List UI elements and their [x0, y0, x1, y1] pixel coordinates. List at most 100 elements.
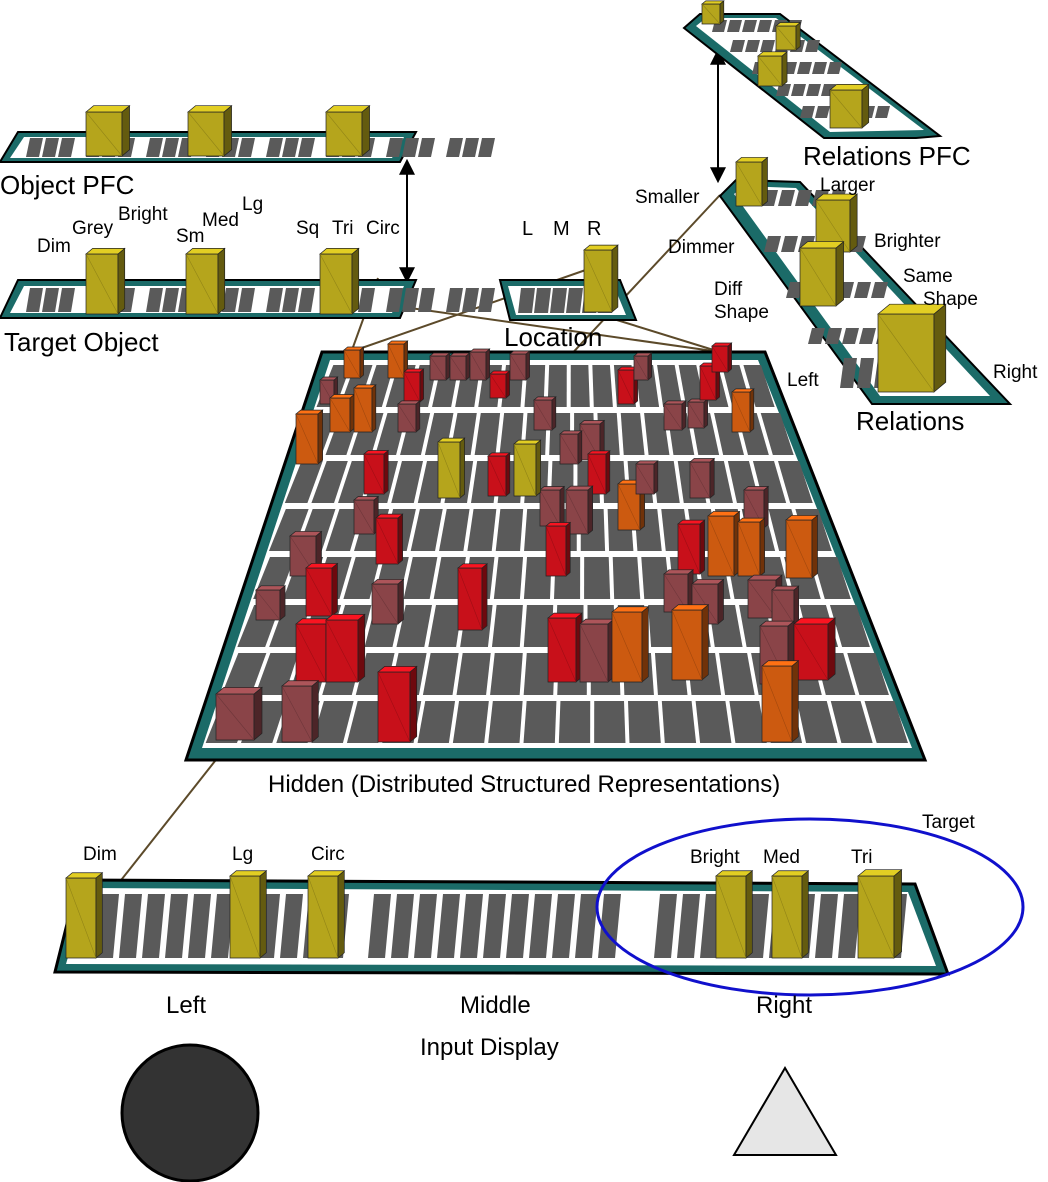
hidden-unit-top [363, 450, 390, 455]
hidden-cell [428, 605, 463, 647]
hidden-unit-edge [377, 671, 411, 743]
hidden-unit-top [711, 342, 733, 347]
input-circ-label: Circ [311, 844, 345, 865]
hidden-unit-top [375, 513, 404, 519]
hidden-unit [559, 430, 583, 465]
hidden-unit-edge [691, 583, 719, 625]
hidden-unit-edge [281, 685, 313, 743]
hidden-unit [579, 618, 615, 683]
hidden-unit-top [305, 563, 339, 569]
m-unit-label: M [553, 218, 570, 240]
hidden-cell [695, 701, 732, 743]
input-active-unit-edge [857, 875, 895, 959]
target-object-active-unit-top [319, 248, 360, 255]
hidden-unit-side [587, 485, 593, 535]
hidden-cell [648, 605, 679, 647]
object-pfc-active-unit-edge [325, 111, 363, 157]
hidden-unit-edge [547, 617, 577, 683]
target-object-layer [0, 279, 495, 319]
hidden-unit-side [811, 514, 818, 579]
relations-pfc-cell [730, 40, 745, 52]
hidden-cell [391, 461, 424, 503]
hidden-unit [617, 366, 639, 405]
hidden-unit [611, 606, 650, 683]
input-active-unit-edge [307, 875, 339, 959]
input-cell-left [211, 894, 234, 958]
hidden-active-unit-side [535, 439, 541, 497]
input-active-unit-top [715, 870, 754, 877]
relations-pfc-cell [797, 62, 812, 74]
location-active-unit-edge [583, 249, 613, 313]
dimmer-unit-label: Dimmer [668, 237, 735, 258]
hidden-unit-edge [539, 489, 561, 527]
hidden-unit-top [671, 604, 710, 611]
hidden-unit-top [457, 563, 489, 569]
hidden-unit [633, 352, 653, 381]
object-pfc-active-unit-top [187, 105, 233, 113]
target-object-active-unit-side [217, 247, 226, 315]
layer-labels: Object PFC Target Object Location Relati… [0, 141, 971, 1061]
hidden-unit-side [605, 450, 611, 495]
hidden-cell [570, 365, 590, 407]
hidden-cell [714, 413, 745, 455]
hidden-cell [652, 461, 680, 503]
input-tri-label: Tri [851, 847, 872, 868]
hidden-unit-side [279, 585, 286, 621]
hidden-unit-side [397, 578, 404, 625]
input-active-unit [857, 868, 903, 959]
hidden-unit-edge [793, 623, 829, 681]
hidden-active-unit-top [437, 437, 466, 443]
hidden-unit [771, 585, 800, 625]
hidden-cell [644, 413, 670, 455]
hidden-unit-edge [295, 623, 327, 683]
input-active-unit-side [745, 870, 753, 959]
input-cell-middle [368, 894, 391, 958]
hidden-unit-edge [689, 461, 711, 499]
hidden-unit [663, 400, 687, 431]
relations-pfc-label: Relations PFC [803, 141, 971, 171]
hidden-unit-top [295, 409, 324, 415]
hidden-active-unit [513, 439, 542, 497]
hidden-layer [183, 340, 928, 762]
relations-cell [781, 236, 798, 252]
hidden-unit-edge [635, 463, 655, 495]
hidden-unit-top [215, 686, 263, 695]
target-object-cell [462, 288, 479, 312]
hidden-unit [533, 396, 557, 431]
hidden-unit-edge [449, 355, 467, 381]
hidden-cell [439, 509, 470, 551]
input-cell-left [280, 894, 303, 958]
hidden-unit-side [641, 606, 649, 683]
object-pfc-cell [462, 138, 479, 157]
hidden-cell [628, 701, 661, 743]
object-pfc-active-unit [85, 104, 131, 157]
target-object-cell [418, 288, 435, 312]
hidden-unit-edge [545, 525, 567, 577]
hidden-unit-edge [215, 693, 255, 741]
target-object-active-unit [185, 247, 226, 315]
hidden-unit-edge [457, 567, 483, 631]
hidden-unit-side [397, 513, 403, 565]
hidden-cell [474, 413, 501, 455]
relations-pfc-cell [815, 106, 830, 118]
hidden-active-unit [437, 437, 466, 499]
hidden-unit [457, 563, 489, 631]
hidden-unit-top [771, 585, 800, 591]
object-pfc-active-unit [187, 104, 233, 157]
hidden-unit-side [577, 430, 583, 465]
input-active-unit [229, 870, 268, 959]
hidden-unit-side [371, 384, 377, 433]
hidden-unit-side [827, 617, 836, 681]
input-cell-left [119, 894, 142, 958]
hidden-unit [731, 388, 755, 433]
hidden-cell [594, 701, 626, 743]
pfc-arrows [399, 48, 726, 284]
hidden-unit-top [691, 579, 725, 585]
hidden-unit-top [565, 485, 594, 491]
hidden-unit-edge [343, 349, 361, 379]
hidden-unit [737, 517, 766, 577]
input-active-unit-top [771, 870, 810, 877]
object-pfc-active-unit-side [223, 104, 232, 157]
target-object-active-unit [319, 247, 360, 315]
object-pfc-active-unit-edge [85, 111, 123, 157]
